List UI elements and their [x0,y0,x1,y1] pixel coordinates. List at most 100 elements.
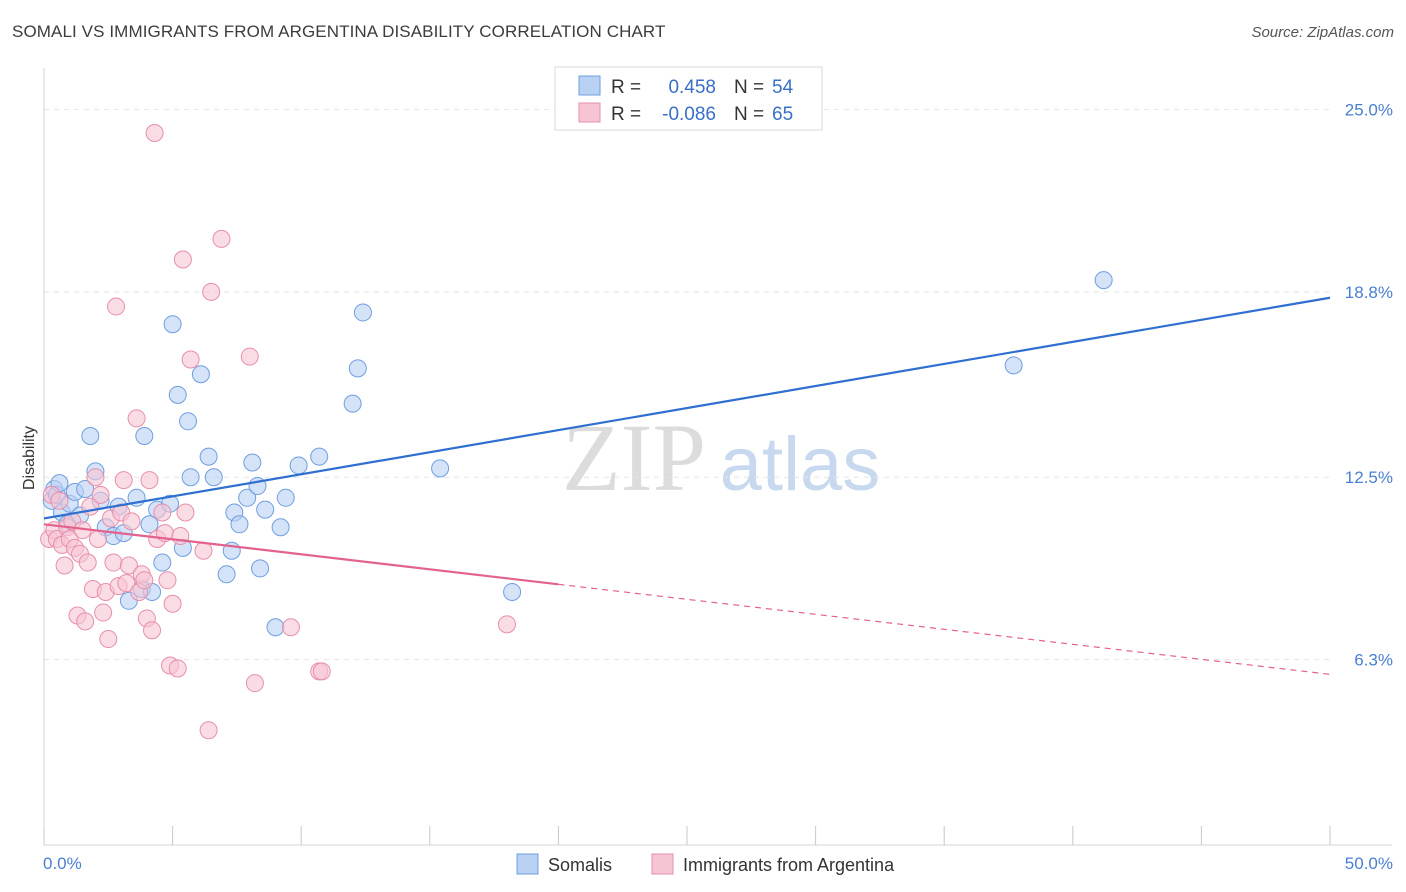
argentina-point [99,630,118,649]
argentina-point [76,612,95,631]
somalis-point [204,468,223,487]
somalis-point [503,582,522,601]
x-tick-label: 50.0% [1345,854,1393,873]
argentina-point [153,503,172,522]
legend-label-somalis: Somalis [548,855,612,875]
y-tick-label: 12.5% [1345,468,1393,487]
somalis-point [271,518,290,537]
argentina-point [122,512,141,531]
argentina-point [194,541,213,560]
somalis-point [163,315,182,334]
y-tick-label: 18.8% [1345,283,1393,302]
argentina-point [240,347,259,366]
watermark-zip: ZIP [562,404,706,511]
argentina-point [140,471,159,490]
chart-source: Source: ZipAtlas.com [1251,24,1394,41]
argentina-point [50,491,69,510]
argentina-point [212,229,231,248]
argentina-point [312,662,331,681]
argentina-point [78,553,97,572]
stats-legend-swatch-argentina [578,102,601,123]
argentina-point [202,282,221,301]
legend-swatch-somalis [516,853,539,875]
somalis-point [310,447,329,466]
legend-r-label-1: R = [611,77,641,98]
somalis-point [217,565,236,584]
argentina-trend-line [43,523,559,586]
stats-legend: R = 0.458 N = 54 R = -0.086 N = 65 [554,66,823,131]
somalis-point [1004,356,1023,375]
somalis-point [168,385,187,404]
somalis-point [266,618,285,637]
argentina-point [114,471,133,490]
argentina-point [127,409,146,428]
argentina-trend-line-extrapolated [558,583,1331,675]
argentina-point [145,123,164,142]
trend-lines [43,296,1331,675]
legend-r-value-1: 0.458 [668,77,716,98]
somalis-point [230,515,249,534]
somalis-point [140,515,159,534]
data-points [40,123,1113,740]
somalis-point [276,488,295,507]
somalis-point [348,359,367,378]
y-tick-label: 25.0% [1345,100,1393,119]
argentina-point [119,556,138,575]
y-tick-label: 6.3% [1354,651,1393,670]
somalis-trend-line [43,296,1331,520]
watermark-atlas: atlas [720,422,881,507]
argentina-point [104,553,123,572]
tick-labels: 25.0% 18.8% 12.5% 6.3% 0.0% 50.0% [43,100,1393,873]
somalis-point [179,412,198,431]
stats-legend-swatch-somalis [578,75,601,96]
somalis-point [353,303,372,322]
legend-n-label-2: N = [734,104,764,125]
legend-label-argentina: Immigrants from Argentina [683,855,895,875]
legend-n-label-1: N = [734,77,764,98]
somalis-point [181,468,200,487]
argentina-point [89,530,108,548]
legend-r-value-2: -0.086 [662,104,716,125]
argentina-point [94,603,113,622]
somalis-point [135,427,154,446]
argentina-point [86,468,105,487]
series-legend: Somalis Immigrants from Argentina [516,853,895,875]
argentina-point [176,503,195,522]
argentina-point [107,297,126,316]
somalis-point [153,553,172,572]
argentina-point [158,571,177,590]
argentina-point [135,571,154,590]
argentina-point [245,674,264,693]
gridlines [44,108,1330,661]
axes [43,68,1392,846]
somalis-point [238,488,257,507]
argentina-point [173,250,192,269]
argentina-point [55,556,74,575]
legend-n-value-1: 54 [772,77,794,98]
chart-title: SOMALI VS IMMIGRANTS FROM ARGENTINA DISA… [12,22,666,41]
legend-r-label-2: R = [611,104,641,125]
somalis-point [289,456,308,475]
y-axis-label: Disability [21,426,38,490]
somalis-point [243,453,262,472]
somalis-point [76,479,95,498]
argentina-point [199,721,218,740]
argentina-point [163,594,182,613]
argentina-point [91,485,110,504]
legend-swatch-argentina [651,853,674,875]
somalis-point [1094,271,1113,290]
argentina-point [117,574,136,593]
somalis-point [256,500,275,519]
legend-n-value-2: 65 [772,104,793,125]
somalis-point [343,394,362,413]
argentina-point [281,618,300,637]
somalis-point [191,365,210,384]
somalis-point [251,559,270,578]
argentina-point [168,659,187,678]
argentina-point [143,621,162,640]
argentina-point [497,615,516,634]
somalis-point [431,459,450,478]
argentina-point [171,527,190,546]
argentina-point [181,350,200,369]
